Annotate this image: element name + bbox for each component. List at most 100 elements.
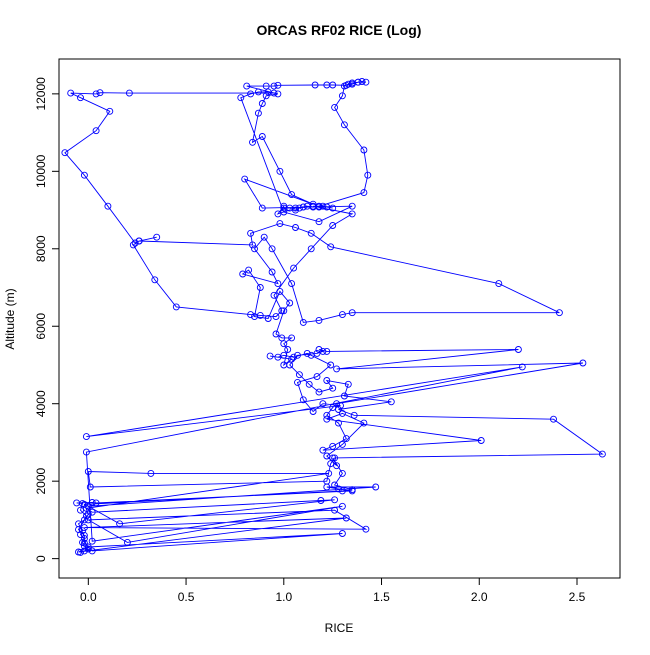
data-point bbox=[315, 388, 323, 396]
data-point bbox=[362, 525, 370, 533]
data-point bbox=[331, 103, 339, 111]
data-point bbox=[84, 502, 92, 510]
data-point bbox=[270, 89, 278, 97]
y-axis: 0 2000 4000 6000 8000 10000 12000 bbox=[34, 77, 60, 562]
data-point bbox=[254, 88, 262, 96]
data-point bbox=[258, 133, 266, 140]
data-point bbox=[84, 468, 92, 475]
data-point bbox=[80, 516, 88, 524]
data-point bbox=[340, 392, 348, 400]
x-axis-label: RICE bbox=[325, 621, 354, 635]
data-point bbox=[303, 349, 311, 357]
data-point bbox=[354, 78, 362, 86]
data-point bbox=[292, 224, 299, 231]
data-point bbox=[92, 499, 100, 507]
data-point bbox=[270, 82, 278, 90]
data-point bbox=[295, 371, 303, 379]
data-point bbox=[307, 245, 315, 253]
data-point bbox=[342, 81, 350, 89]
data-point bbox=[387, 398, 395, 406]
data-point bbox=[276, 220, 284, 228]
data-point bbox=[303, 202, 311, 210]
data-point bbox=[82, 448, 90, 456]
data-point bbox=[80, 531, 88, 539]
data-point bbox=[80, 539, 88, 547]
data-point bbox=[280, 361, 288, 369]
data-point bbox=[77, 506, 84, 514]
data-point bbox=[80, 524, 88, 532]
data-point bbox=[350, 411, 358, 419]
data-point bbox=[254, 109, 262, 117]
data-point bbox=[344, 380, 352, 388]
data-point bbox=[276, 287, 284, 295]
data-point bbox=[251, 245, 258, 253]
data-point bbox=[372, 483, 380, 491]
data-point bbox=[75, 548, 82, 556]
x-axis: 0.0 0.5 1.0 1.5 2.0 2.5 bbox=[80, 577, 586, 604]
y-tick-label: 4000 bbox=[34, 390, 48, 417]
data-series bbox=[61, 78, 606, 556]
data-point bbox=[258, 100, 266, 107]
data-point bbox=[360, 189, 368, 197]
data-point bbox=[288, 191, 296, 199]
data-point bbox=[249, 138, 256, 146]
data-point bbox=[276, 167, 284, 175]
chart-title: ORCAS RF02 RICE (Log) bbox=[257, 22, 422, 38]
y-tick-label: 10000 bbox=[34, 154, 48, 188]
data-point bbox=[243, 82, 251, 90]
data-point bbox=[73, 499, 81, 507]
data-point bbox=[82, 512, 90, 520]
x-tick-label: 0.0 bbox=[80, 590, 97, 604]
data-point bbox=[514, 346, 522, 353]
data-point bbox=[338, 311, 346, 319]
data-point bbox=[104, 202, 112, 210]
data-point bbox=[135, 237, 143, 245]
data-point bbox=[323, 203, 331, 211]
data-point bbox=[329, 454, 337, 462]
data-point bbox=[337, 402, 344, 410]
data-point bbox=[82, 433, 90, 441]
data-point bbox=[311, 81, 319, 89]
data-point bbox=[284, 346, 292, 353]
data-point bbox=[258, 204, 266, 212]
data-point bbox=[327, 243, 335, 251]
data-point bbox=[290, 264, 298, 272]
x-tick-label: 1.0 bbox=[275, 590, 292, 604]
data-point bbox=[323, 452, 331, 460]
data-point bbox=[315, 316, 323, 324]
data-point bbox=[323, 415, 331, 423]
data-point bbox=[323, 81, 331, 89]
data-point bbox=[323, 477, 331, 485]
data-point bbox=[256, 284, 264, 291]
x-tick-label: 2.5 bbox=[569, 590, 586, 604]
data-point bbox=[360, 146, 368, 154]
data-point bbox=[96, 89, 104, 97]
data-point bbox=[151, 276, 159, 284]
data-point bbox=[88, 508, 96, 516]
data-point bbox=[288, 280, 296, 288]
data-point bbox=[129, 241, 137, 249]
data-point bbox=[305, 380, 313, 388]
data-point bbox=[147, 469, 155, 477]
data-point bbox=[280, 307, 288, 315]
data-point bbox=[338, 92, 346, 100]
data-point bbox=[237, 94, 245, 102]
data-point bbox=[333, 400, 341, 408]
data-point bbox=[88, 499, 96, 506]
data-point bbox=[247, 229, 255, 237]
data-point bbox=[278, 334, 286, 342]
data-point bbox=[80, 171, 88, 179]
data-point bbox=[239, 270, 247, 278]
data-point bbox=[278, 307, 286, 315]
data-point bbox=[256, 311, 264, 319]
data-point bbox=[272, 313, 280, 321]
data-point bbox=[323, 347, 331, 355]
data-point bbox=[309, 200, 317, 208]
data-point bbox=[80, 542, 88, 550]
data-point bbox=[338, 409, 346, 417]
data-point bbox=[67, 89, 75, 97]
data-point bbox=[309, 408, 317, 415]
